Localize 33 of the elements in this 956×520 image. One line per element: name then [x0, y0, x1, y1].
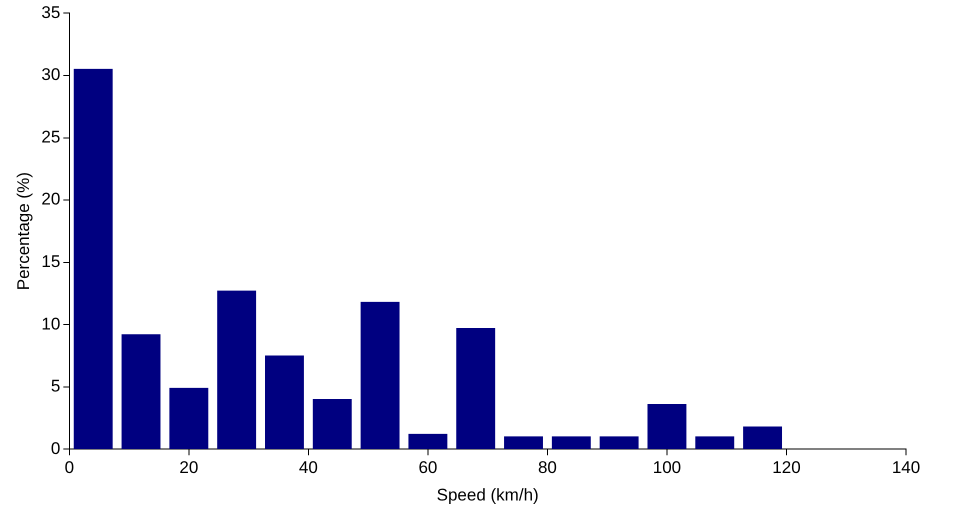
y-tick-label: 10	[41, 314, 60, 334]
bar	[360, 302, 400, 450]
x-tick-label: 40	[298, 458, 318, 478]
bar	[265, 355, 304, 450]
bar	[743, 426, 782, 450]
x-tick-label: 0	[64, 458, 74, 478]
y-tick-label: 30	[41, 65, 60, 84]
bar	[552, 436, 591, 450]
x-tick-label: 140	[892, 458, 920, 478]
x-axis-title: Speed (km/h)	[436, 485, 539, 504]
x-tick-label: 100	[652, 458, 682, 478]
bar	[312, 399, 352, 450]
y-tick-label: 20	[41, 190, 60, 209]
x-tick-label: 120	[772, 458, 801, 478]
bar	[74, 68, 113, 450]
x-tick-label: 80	[538, 458, 557, 478]
y-axis-title: Percentage (%)	[14, 172, 33, 290]
y-tick-label: 25	[41, 127, 60, 146]
x-tick-label: 20	[179, 458, 198, 478]
bar	[456, 328, 496, 450]
y-tick-label: 15	[41, 252, 60, 272]
bar	[122, 334, 160, 450]
bar	[647, 404, 686, 450]
bar	[600, 436, 639, 450]
bar	[695, 436, 734, 450]
bar	[169, 388, 208, 450]
y-tick-label: 5	[50, 376, 60, 396]
bar	[504, 436, 543, 450]
bar	[217, 290, 256, 450]
y-tick-label: 35	[41, 2, 60, 22]
y-tick-label: 0	[50, 438, 60, 458]
bar	[408, 434, 448, 450]
x-tick-label: 60	[418, 458, 438, 478]
